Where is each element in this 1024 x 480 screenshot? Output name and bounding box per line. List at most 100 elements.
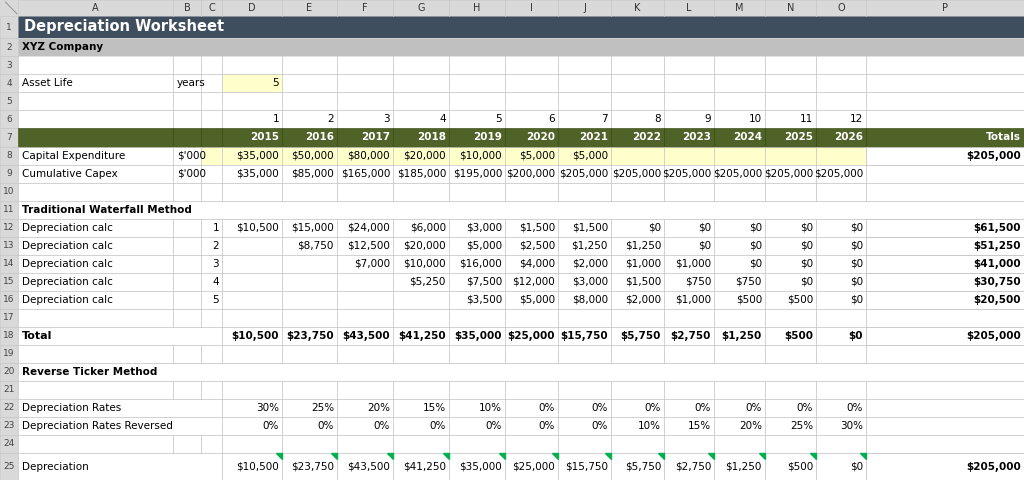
Polygon shape <box>499 453 505 459</box>
Bar <box>611 237 664 255</box>
Bar <box>611 92 664 110</box>
Bar <box>18 38 1024 56</box>
Bar <box>714 345 765 363</box>
Bar <box>611 345 664 363</box>
Bar <box>337 0 393 16</box>
Text: J: J <box>583 3 586 13</box>
Bar <box>765 165 816 183</box>
Text: $205,000: $205,000 <box>559 169 608 179</box>
Bar <box>393 110 449 128</box>
Text: $0: $0 <box>800 241 813 251</box>
Text: 0%: 0% <box>262 421 279 431</box>
Bar <box>173 74 201 92</box>
Bar <box>18 110 173 128</box>
Text: $2,500: $2,500 <box>519 241 555 251</box>
Bar <box>866 237 1024 255</box>
Bar <box>558 0 611 16</box>
Text: $0: $0 <box>850 223 863 233</box>
Bar <box>558 56 611 74</box>
Bar <box>866 147 1024 165</box>
Bar <box>173 0 201 16</box>
Text: $25,000: $25,000 <box>508 331 555 341</box>
Bar <box>282 128 337 147</box>
Polygon shape <box>276 453 282 459</box>
Bar <box>714 435 765 453</box>
Text: 5: 5 <box>212 295 219 305</box>
Bar <box>664 327 714 345</box>
Text: 1: 1 <box>272 114 279 124</box>
Bar <box>866 453 1024 480</box>
Bar <box>18 237 173 255</box>
Bar <box>816 56 866 74</box>
Bar <box>505 309 558 327</box>
Bar <box>18 128 173 147</box>
Bar <box>816 399 866 417</box>
Text: $24,000: $24,000 <box>347 223 390 233</box>
Text: 0%: 0% <box>539 421 555 431</box>
Text: 0%: 0% <box>645 403 662 413</box>
Bar <box>505 92 558 110</box>
Bar <box>337 165 393 183</box>
Text: 3: 3 <box>212 259 219 269</box>
Bar <box>201 183 222 201</box>
Bar <box>337 219 393 237</box>
Bar <box>449 0 505 16</box>
Bar <box>611 327 664 345</box>
Bar <box>611 309 664 327</box>
Bar <box>866 183 1024 201</box>
Text: $0: $0 <box>749 241 762 251</box>
Bar <box>664 92 714 110</box>
Text: 0%: 0% <box>797 403 813 413</box>
Bar <box>222 147 282 165</box>
Bar <box>337 327 393 345</box>
Bar <box>816 273 866 291</box>
Text: $5,250: $5,250 <box>410 277 446 287</box>
Text: $10,500: $10,500 <box>237 223 279 233</box>
Bar <box>222 327 282 345</box>
Bar <box>18 165 173 183</box>
Polygon shape <box>443 453 449 459</box>
Bar <box>505 110 558 128</box>
Bar <box>18 327 222 345</box>
Bar <box>393 183 449 201</box>
Bar <box>558 381 611 399</box>
Text: Totals: Totals <box>986 132 1021 143</box>
Text: D: D <box>248 3 256 13</box>
Bar <box>173 273 201 291</box>
Bar <box>282 327 337 345</box>
Text: K: K <box>634 3 641 13</box>
Bar <box>866 74 1024 92</box>
Bar <box>866 92 1024 110</box>
Text: A: A <box>92 3 98 13</box>
Text: 2024: 2024 <box>733 132 762 143</box>
Text: $3,500: $3,500 <box>466 295 502 305</box>
Text: 24: 24 <box>3 440 14 448</box>
Bar <box>0 273 18 291</box>
Bar <box>505 255 558 273</box>
Bar <box>611 74 664 92</box>
Text: $500: $500 <box>786 295 813 305</box>
Text: Depreciation Rates Reversed: Depreciation Rates Reversed <box>22 421 173 431</box>
Bar <box>558 74 611 92</box>
Bar <box>0 417 18 435</box>
Bar <box>505 435 558 453</box>
Bar <box>222 74 282 92</box>
Bar <box>866 273 1024 291</box>
Polygon shape <box>552 453 558 459</box>
Bar <box>866 327 1024 345</box>
Text: H: H <box>473 3 480 13</box>
Bar <box>664 0 714 16</box>
Bar <box>664 74 714 92</box>
Text: Asset Life: Asset Life <box>22 78 73 88</box>
Text: 0%: 0% <box>539 403 555 413</box>
Bar <box>282 110 337 128</box>
Bar <box>18 399 222 417</box>
Bar <box>201 147 222 165</box>
Text: P: P <box>942 3 948 13</box>
Bar <box>664 417 714 435</box>
Bar <box>201 255 222 273</box>
Bar <box>201 92 222 110</box>
Bar <box>449 74 505 92</box>
Bar <box>393 309 449 327</box>
Bar <box>449 183 505 201</box>
